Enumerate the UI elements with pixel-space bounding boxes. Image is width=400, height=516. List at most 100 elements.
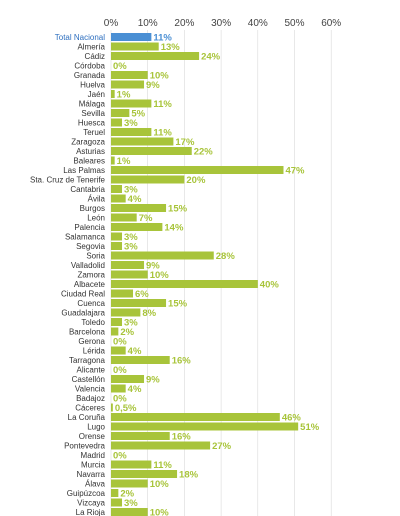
bar: [111, 175, 185, 184]
category-label: Total Nacional: [55, 33, 105, 42]
value-label: 51%: [300, 422, 320, 433]
bar: [111, 479, 148, 488]
bar: [111, 33, 152, 41]
value-label: 24%: [201, 52, 221, 63]
bar: [111, 194, 126, 203]
category-label: Valencia: [75, 385, 106, 394]
bar: [111, 299, 167, 307]
value-label: 14%: [164, 223, 184, 234]
value-label: 18%: [179, 470, 199, 481]
bar: [111, 166, 284, 174]
value-label: 11%: [153, 460, 172, 471]
bar: [111, 80, 145, 89]
category-label: Pontevedra: [64, 442, 105, 451]
value-label: 0%: [113, 61, 127, 72]
value-label: 4%: [128, 384, 142, 395]
bar: [111, 261, 145, 269]
value-label: 3%: [124, 498, 138, 509]
value-label: 7%: [139, 213, 153, 224]
category-label: Las Palmas: [63, 166, 105, 175]
value-label: 15%: [168, 299, 188, 310]
bar: [111, 422, 299, 431]
value-label: 28%: [216, 251, 236, 262]
category-label: Gerona: [78, 337, 105, 346]
category-label: Guipúzcoa: [67, 489, 106, 498]
category-label: Castellón: [72, 375, 105, 384]
bar: [111, 346, 126, 355]
bar: [111, 327, 119, 336]
x-tick-label: 10%: [138, 18, 158, 29]
category-label: Guadalajara: [61, 309, 105, 318]
category-labels: Total NacionalAlmeríaCádizCórdobaGranada…: [30, 33, 106, 516]
value-label: 2%: [120, 327, 134, 338]
value-label: 0%: [113, 394, 127, 405]
category-label: Ávila: [88, 195, 106, 204]
category-label: Sevilla: [81, 109, 105, 118]
bar: [111, 109, 130, 117]
category-label: Asturias: [76, 147, 105, 156]
value-label: 9%: [146, 80, 160, 91]
category-label: La Coruña: [68, 413, 106, 422]
bar: [111, 460, 152, 469]
gridlines: [110, 30, 332, 516]
bar: [111, 52, 200, 60]
x-axis-ticks: 0% 10% 20% 30% 40% 50% 60%: [104, 18, 342, 29]
bar: [111, 403, 113, 412]
bar: [111, 470, 178, 478]
bar: [111, 441, 211, 450]
value-label: 22%: [194, 147, 214, 158]
bar: [111, 42, 159, 51]
bar: [111, 118, 123, 127]
bar: [111, 223, 163, 231]
category-label: Huesca: [78, 119, 106, 128]
category-label: Málaga: [79, 100, 106, 109]
value-label: 27%: [212, 441, 232, 452]
value-label: 3%: [124, 232, 138, 243]
value-label: 11%: [153, 33, 172, 44]
bar: [111, 508, 148, 516]
bar: [111, 156, 115, 165]
value-label: 0%: [113, 451, 127, 462]
value-label: 20%: [186, 175, 206, 186]
category-label: Almería: [77, 43, 105, 52]
bar: [111, 99, 152, 108]
bar: [111, 90, 115, 98]
category-label: Madrid: [81, 451, 105, 460]
category-label: Sta. Cruz de Tenerife: [30, 176, 106, 185]
bar: [111, 413, 280, 421]
value-label: 3%: [124, 242, 138, 253]
category-label: La Rioja: [76, 508, 106, 516]
category-label: Teruel: [83, 128, 105, 137]
value-label: 16%: [172, 432, 192, 443]
bar: [111, 289, 134, 298]
category-label: Cádiz: [85, 52, 105, 61]
x-tick-label: 30%: [211, 18, 231, 29]
bar: [111, 204, 167, 212]
category-label: Álava: [85, 480, 106, 489]
value-label: 10%: [150, 508, 170, 516]
value-label: 3%: [124, 185, 138, 196]
value-label: 5%: [131, 109, 145, 120]
bars: [111, 33, 299, 516]
category-label: Barcelona: [69, 328, 106, 337]
category-label: Córdoba: [74, 62, 105, 71]
category-label: Granada: [74, 71, 106, 80]
bar: [111, 308, 141, 317]
value-label: 46%: [282, 413, 302, 424]
value-label: 2%: [120, 489, 134, 500]
value-label: 10%: [150, 479, 170, 490]
value-label: 11%: [153, 99, 172, 110]
category-label: Alicante: [77, 366, 106, 375]
bar: [111, 242, 123, 250]
bar: [111, 147, 192, 155]
value-label: 17%: [175, 137, 195, 148]
value-label: 8%: [142, 308, 156, 319]
category-label: Jaén: [88, 90, 105, 99]
category-label: Zaragoza: [71, 138, 105, 147]
category-label: Soria: [86, 252, 105, 261]
bar: [111, 375, 145, 383]
value-label: 3%: [124, 118, 138, 129]
bar: [111, 251, 214, 260]
value-label: 0%: [113, 337, 127, 348]
category-label: Vizcaya: [77, 499, 105, 508]
